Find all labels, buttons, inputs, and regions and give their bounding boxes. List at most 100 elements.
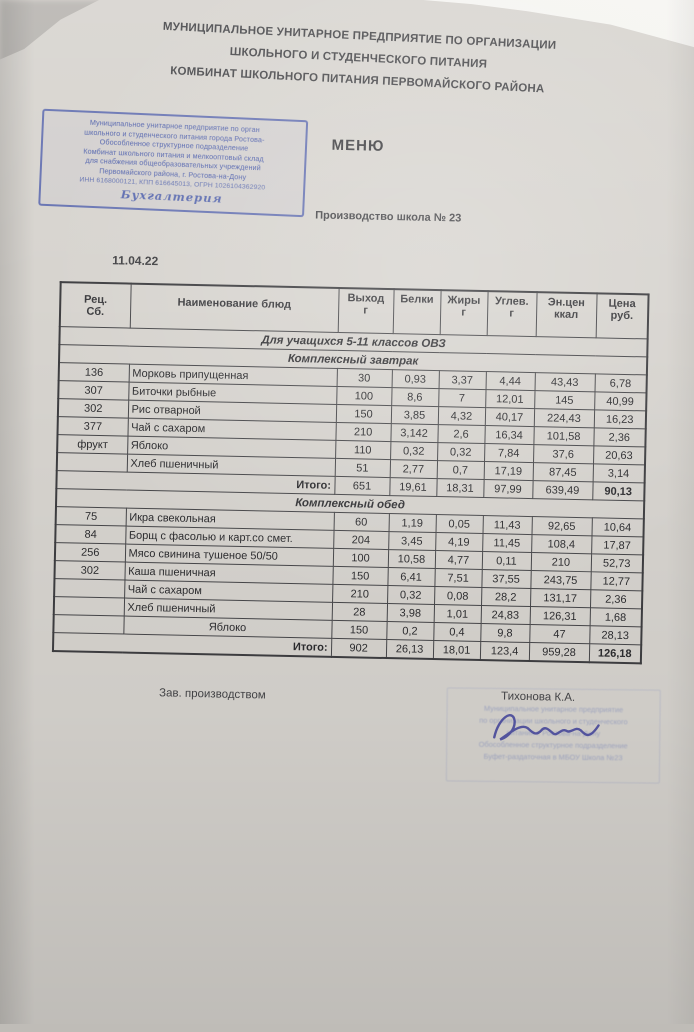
cell-fat: 4,19 (435, 532, 483, 552)
col-sublabel: г (363, 304, 369, 317)
cell-price: 6,78 (594, 373, 647, 393)
cell-protein: 3,85 (390, 405, 439, 425)
col-header-protein: Белки (392, 289, 441, 335)
cell-out: 100 (332, 548, 389, 568)
cell-carb: 11,45 (482, 533, 532, 553)
organization-header: МУНИЦИПАЛЬНОЕ УНИТАРНОЕ ПРЕДПРИЯТИЕ ПО О… (77, 12, 640, 105)
cell-protein: 2,77 (389, 459, 438, 479)
cell-kcal: 37,6 (533, 444, 594, 464)
page-title: МЕНЮ (331, 136, 385, 155)
total-kcal: 639,49 (532, 480, 593, 500)
cell-kcal: 224,43 (533, 408, 595, 428)
col-header-price: Цена руб. (595, 293, 649, 339)
col-header-carb: Углев. г (486, 291, 537, 337)
cell-code: 75 (55, 506, 126, 527)
cell-kcal: 47 (529, 624, 590, 644)
cell-kcal: 131,17 (530, 588, 591, 608)
cell-protein: 3,98 (386, 603, 435, 623)
cell-code: 307 (58, 380, 129, 401)
cell-fat: 0,08 (434, 586, 482, 606)
cell-protein: 0,2 (386, 621, 434, 641)
cell-carb: 40,17 (484, 407, 535, 427)
cell-price: 3,14 (592, 463, 645, 483)
total-price: 126,18 (588, 643, 642, 664)
cell-carb: 24,83 (480, 605, 531, 625)
col-label: Белки (400, 293, 434, 306)
cell-out: 150 (335, 404, 392, 424)
cell-code (53, 596, 125, 617)
total-out: 651 (334, 476, 390, 496)
cell-kcal: 145 (534, 390, 595, 410)
menu-table: Рец. Сб. Наименование блюд Выход г Белки Ж… (51, 281, 650, 665)
cell-protein: 0,93 (391, 369, 439, 389)
cell-kcal: 108,4 (531, 534, 592, 554)
cell-carb: 16,34 (484, 425, 534, 445)
cell-protein: 0,32 (390, 441, 438, 461)
cell-fat: 1,01 (433, 604, 482, 624)
position-label: Зав. производством (158, 687, 266, 702)
total-out: 902 (330, 638, 387, 659)
cell-out: 150 (331, 620, 387, 640)
cell-code: 377 (57, 416, 128, 437)
cell-code (56, 452, 128, 473)
cell-out: 110 (335, 440, 391, 460)
cell-protein: 6,41 (387, 567, 435, 587)
col-sublabel: ккал (553, 308, 579, 321)
cell-out: 60 (333, 512, 389, 532)
cell-fat: 0,4 (433, 622, 481, 642)
col-header-rec: Рец. Сб. (59, 282, 131, 329)
accounting-stamp: Муниципальное унитарное предприятие по о… (38, 108, 309, 218)
cell-code: 136 (58, 362, 129, 383)
cell-carb: 9,8 (480, 623, 530, 643)
cell-code: 256 (54, 542, 126, 563)
cell-fat: 7,51 (434, 568, 482, 588)
cell-code (53, 614, 124, 635)
cell-code: 302 (54, 560, 125, 581)
cell-out: 28 (331, 602, 388, 622)
cell-price: 20,63 (593, 445, 646, 465)
cell-fat: 7 (438, 388, 486, 408)
cell-carb: 28,2 (481, 587, 531, 607)
total-kcal: 959,28 (528, 642, 590, 663)
col-label: Наименование блюд (177, 296, 292, 311)
cell-protein: 8,6 (391, 387, 439, 407)
menu-table-wrapper: Рец. Сб. Наименование блюд Выход г Белки Ж… (51, 281, 650, 665)
cell-price: 2,36 (589, 589, 643, 609)
document-date: 11.04.22 (112, 253, 159, 269)
total-price: 90,13 (592, 481, 645, 501)
col-sublabel: руб. (610, 309, 634, 323)
cell-price: 12,77 (590, 571, 643, 591)
cell-carb: 4,44 (485, 371, 535, 391)
cell-price: 16,23 (593, 409, 647, 429)
cell-out: 210 (335, 422, 391, 442)
cell-fat: 2,6 (437, 424, 485, 444)
cell-price: 17,87 (591, 535, 644, 555)
cell-kcal: 87,45 (532, 462, 594, 482)
cell-out: 30 (336, 368, 392, 388)
cell-kcal: 43,43 (534, 372, 595, 392)
col-sublabel: г (509, 307, 515, 320)
cell-code: 84 (55, 524, 126, 545)
cell-protein: 0,32 (387, 585, 435, 605)
col-label: Углев. (494, 295, 529, 308)
col-header-out: Выход г (337, 287, 394, 334)
total-protein: 19,61 (389, 477, 437, 497)
cell-carb: 17,19 (483, 461, 534, 481)
signature-ink (493, 714, 600, 741)
cell-price: 2,36 (593, 427, 646, 447)
cell-fat: 3,37 (438, 370, 486, 390)
cell-out: 150 (332, 566, 388, 586)
col-header-name: Наименование блюд (129, 283, 339, 333)
cell-fat: 4,32 (437, 406, 486, 426)
col-label: Эн.цен (547, 296, 586, 310)
cell-protein: 1,19 (388, 513, 436, 533)
cell-price: 52,73 (590, 553, 644, 573)
total-carb: 123,4 (479, 641, 530, 662)
col-label: Цена (608, 297, 636, 311)
col-sublabel: г (461, 306, 467, 319)
cell-fat: 4,77 (434, 550, 483, 570)
faint-stamp-line: Буфет-раздаточная в МБОУ Школа №23 (483, 751, 623, 763)
cell-out: 204 (333, 530, 389, 550)
col-header-kcal: Эн.цен ккал (535, 292, 597, 338)
